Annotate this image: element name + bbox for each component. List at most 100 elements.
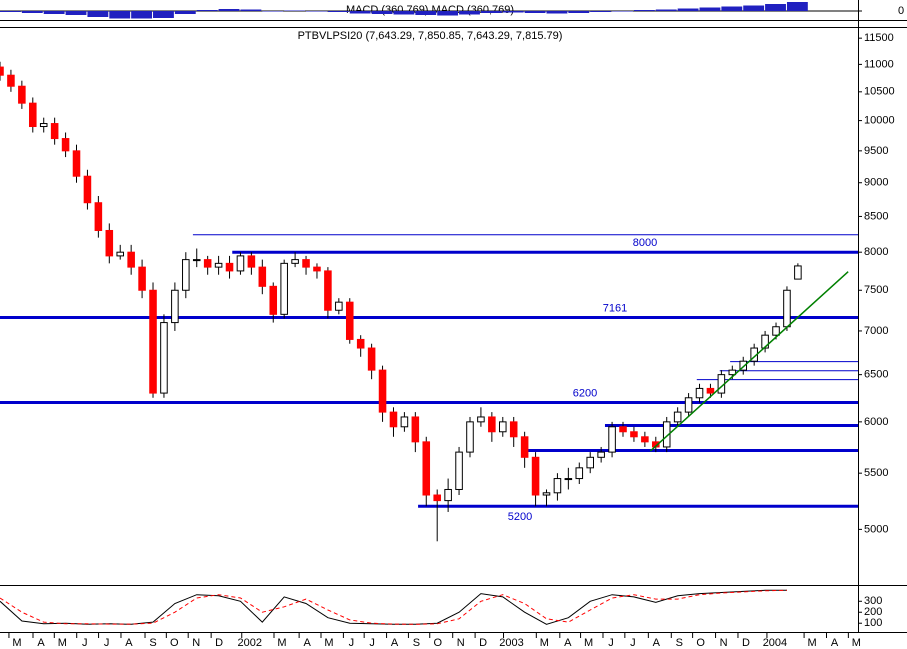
candle-body [138, 266, 146, 291]
candle-body [39, 123, 48, 128]
candle-body [18, 85, 26, 104]
macd-bar [131, 11, 153, 19]
candle-body [466, 421, 474, 453]
candle-body [105, 229, 114, 257]
candle-body [149, 289, 157, 394]
candle-body [433, 494, 441, 502]
candle-body [411, 416, 420, 443]
x-tick-label: J [349, 637, 355, 649]
candle-body [291, 259, 299, 264]
candle-body [509, 421, 518, 438]
level-label: 6200 [573, 387, 597, 399]
candle-body [520, 436, 529, 458]
x-tick-label: N [457, 637, 465, 649]
x-tick-label: A [564, 637, 572, 649]
x-tick-label: O [170, 637, 179, 649]
candle-body [728, 369, 737, 376]
candle-body [389, 411, 398, 428]
candle-body [761, 334, 769, 349]
macd-bar [153, 11, 174, 18]
x-tick-label: M [808, 637, 817, 649]
candle-body [302, 259, 310, 268]
candle-body [564, 478, 573, 481]
x-tick-label: A [37, 637, 45, 649]
x-tick-label: M [584, 637, 593, 649]
x-tick-label: M [12, 637, 21, 649]
x-tick-label: A [125, 637, 133, 649]
candle-body [531, 456, 540, 496]
candle-body [356, 338, 365, 349]
candle-body [280, 262, 288, 315]
y-tick-label: 300 [864, 595, 882, 607]
y-tick-label: 100 [864, 617, 882, 629]
candle-body [61, 138, 70, 152]
macd-bar [371, 11, 393, 14]
candle-body [619, 426, 627, 433]
macd-bar [415, 11, 437, 15]
x-tick-label: O [696, 637, 705, 649]
y-tick-label: 6500 [864, 369, 888, 381]
candle-body [7, 74, 15, 87]
macd-bar [568, 11, 590, 13]
y-tick-label: 8000 [864, 246, 888, 258]
level-label: 5200 [508, 511, 532, 523]
candle-body [488, 416, 496, 433]
x-tick-label: M [58, 637, 67, 649]
x-tick-label: J [104, 637, 110, 649]
macd-bar [633, 10, 655, 11]
level-label: 7161 [603, 302, 627, 314]
candle-body [171, 289, 179, 324]
x-tick-label: 2002 [238, 637, 262, 649]
y-tick-label: 7500 [864, 284, 888, 296]
macd-bar [393, 11, 415, 15]
macd-bar [43, 11, 65, 14]
candle-body [29, 102, 37, 128]
y-tick-label: 11500 [864, 32, 894, 44]
macd-bar [502, 11, 524, 13]
macd-bar [196, 10, 218, 11]
x-tick-label: D [742, 637, 750, 649]
x-tick-label: D [215, 637, 223, 649]
macd-bar [699, 7, 721, 11]
candle-body [706, 387, 715, 394]
candle-body [630, 431, 638, 438]
x-tick-label: A [391, 637, 399, 649]
candle-body [94, 202, 103, 231]
macd-bar [218, 9, 240, 11]
y-tick-label: 5500 [864, 467, 888, 479]
macd-bar [262, 11, 284, 12]
candle-body [553, 478, 562, 494]
candle-body [258, 266, 267, 287]
candle-body [455, 451, 463, 490]
macd-bar [743, 5, 765, 11]
candle-body [684, 397, 693, 413]
candle-body [367, 347, 376, 371]
candle-body [313, 266, 321, 272]
candle-body [345, 301, 354, 340]
candle-body [695, 387, 704, 399]
candle-body [192, 259, 201, 262]
candle-body [542, 492, 551, 496]
y-tick-label: 11000 [864, 58, 894, 70]
macd-bar [306, 11, 327, 12]
candle-body [247, 255, 256, 268]
y-tick-label: 6000 [864, 416, 888, 428]
macd-bar [87, 11, 109, 17]
macd-bar [240, 9, 262, 11]
macd-bar [65, 11, 87, 15]
x-tick-label: S [413, 637, 420, 649]
x-tick-label: J [630, 637, 636, 649]
candle-body [575, 467, 584, 480]
macd-bar [21, 11, 43, 13]
y-tick-label: 5000 [864, 523, 888, 535]
x-tick-label: S [676, 637, 683, 649]
candle-body [160, 322, 168, 394]
candle-body [794, 265, 802, 280]
candle-body [203, 259, 212, 268]
candle-body [50, 123, 59, 140]
candle-body [127, 251, 135, 268]
x-tick-label: N [192, 637, 200, 649]
candle-body [772, 326, 780, 336]
